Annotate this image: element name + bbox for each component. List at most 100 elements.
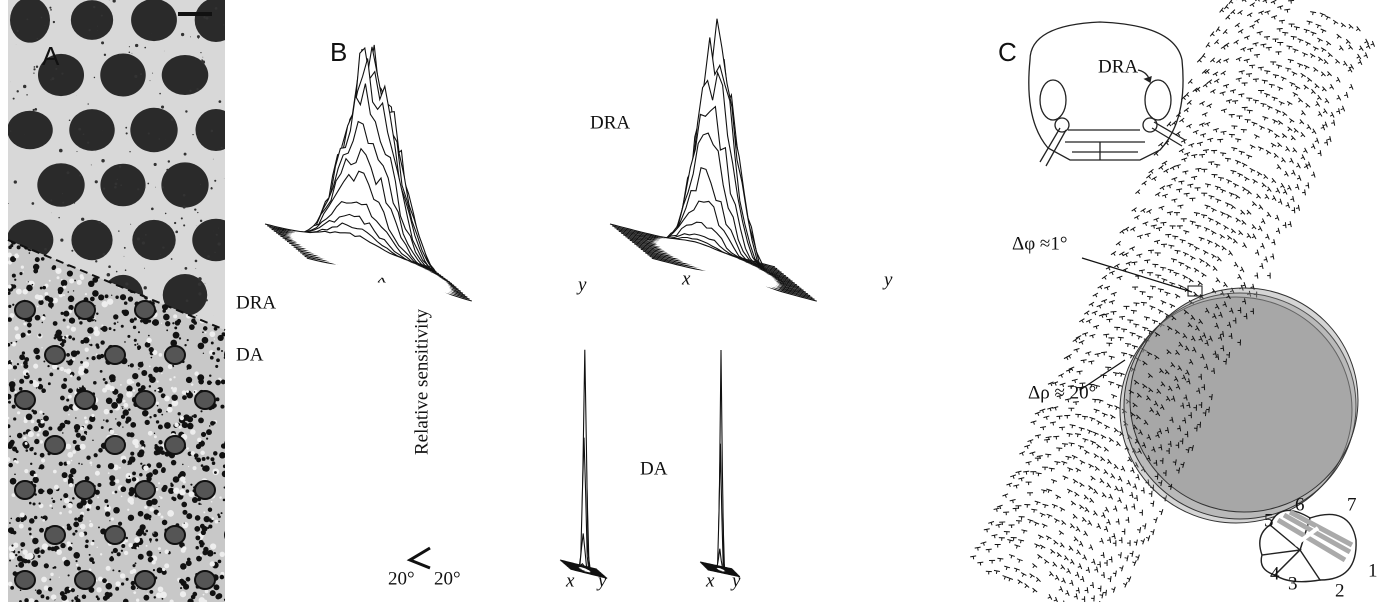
analyzer	[1203, 226, 1210, 232]
speck	[52, 20, 56, 24]
speck	[180, 587, 183, 590]
analyzer	[1185, 369, 1190, 376]
speck	[111, 294, 113, 296]
speck	[104, 499, 109, 504]
speck	[213, 326, 218, 331]
speck	[67, 451, 74, 458]
speck	[148, 518, 152, 521]
analyzer	[1200, 133, 1207, 138]
analyzer	[1176, 188, 1183, 193]
analyzer	[1130, 411, 1136, 417]
analyzer	[1069, 579, 1074, 586]
speck	[152, 469, 159, 475]
analyzer	[1241, 0, 1247, 3]
analyzer	[1240, 46, 1247, 52]
speck	[84, 544, 89, 549]
speck	[30, 446, 34, 450]
speck	[23, 322, 27, 326]
analyzer	[1135, 474, 1140, 481]
speck	[34, 589, 37, 591]
analyzer	[1174, 329, 1180, 335]
analyzer	[1167, 440, 1172, 447]
speck	[114, 490, 118, 494]
speck	[41, 543, 49, 550]
analyzer	[1306, 77, 1313, 83]
speck	[202, 331, 204, 334]
analyzer	[1072, 513, 1078, 519]
speck	[170, 483, 174, 488]
analyzer	[1251, 121, 1258, 127]
speck	[24, 441, 28, 445]
analyzer	[1100, 434, 1107, 440]
axis-label: y	[576, 274, 587, 295]
analyzer	[1228, 0, 1234, 5]
analyzer	[1109, 414, 1116, 420]
speck	[201, 525, 208, 532]
speck	[133, 338, 137, 342]
speck	[107, 298, 114, 305]
analyzer	[1176, 225, 1183, 229]
analyzer	[1104, 285, 1111, 291]
speck	[119, 294, 127, 301]
analyzer	[1260, 43, 1267, 48]
analyzer	[1046, 488, 1053, 493]
speck	[76, 502, 84, 509]
analyzer	[1259, 125, 1265, 130]
analyzer	[1030, 471, 1037, 475]
analyzer	[1137, 527, 1142, 534]
analyzer	[1084, 506, 1090, 513]
speck	[161, 372, 163, 375]
speck	[12, 303, 15, 306]
speck	[149, 507, 155, 512]
analyzer	[1097, 398, 1104, 404]
analyzer	[1073, 536, 1079, 542]
speck	[8, 284, 12, 289]
analyzer	[1264, 70, 1271, 75]
speck	[95, 277, 99, 281]
analyzer	[1141, 442, 1147, 449]
analyzer	[1035, 577, 1041, 583]
analyzer	[1320, 124, 1326, 131]
analyzer	[1228, 332, 1233, 340]
analyzer	[1230, 228, 1236, 234]
analyzer	[1072, 401, 1079, 405]
analyzer	[1059, 382, 1066, 388]
analyzer	[1230, 169, 1237, 175]
speck	[178, 337, 182, 340]
analyzer	[1160, 381, 1166, 387]
speck	[9, 522, 11, 524]
ommatidium	[1259, 509, 1357, 583]
analyzer	[1169, 225, 1176, 229]
analyzer	[1261, 79, 1268, 84]
speck	[106, 272, 111, 277]
speck	[111, 551, 114, 554]
speck	[179, 578, 185, 584]
speck	[137, 361, 144, 368]
rhabdom	[131, 0, 177, 42]
speck	[10, 359, 13, 363]
analyzer	[1257, 225, 1263, 232]
speck	[20, 332, 26, 338]
speck	[29, 532, 32, 536]
analyzer	[1356, 53, 1362, 60]
analyzer	[1323, 121, 1328, 128]
analyzer	[1154, 473, 1159, 480]
speck	[38, 299, 44, 306]
speck	[132, 564, 136, 568]
speck	[33, 548, 40, 555]
speck	[76, 151, 78, 153]
speck	[8, 363, 13, 370]
analyzer	[1066, 432, 1073, 437]
analyzer	[1249, 2, 1256, 8]
speck	[56, 367, 60, 370]
speck	[74, 517, 78, 521]
speck	[92, 5, 96, 9]
speck	[84, 476, 90, 481]
speck	[16, 432, 23, 439]
speck	[47, 364, 50, 368]
speck	[160, 468, 166, 474]
speck	[120, 384, 122, 386]
speck	[108, 327, 112, 331]
speck	[204, 589, 209, 594]
analyzer	[1263, 173, 1269, 180]
